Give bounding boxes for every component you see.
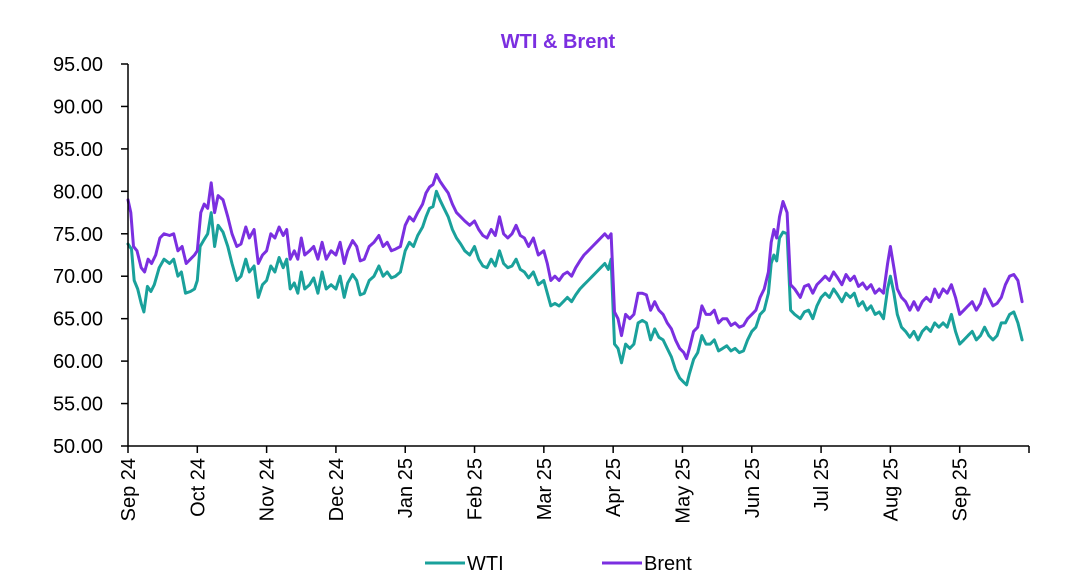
axes (127, 64, 1029, 447)
x-tick-label: Nov 24 (257, 458, 279, 521)
series-layer (126, 172, 1024, 387)
y-tick-label: 85.00 (53, 139, 103, 161)
y-tick-label: 65.00 (53, 309, 103, 331)
y-tick-label: 55.00 (53, 394, 103, 416)
x-tick-label: Aug 25 (880, 458, 902, 521)
series-line-wti (126, 189, 1024, 387)
y-tick-label: 60.00 (53, 351, 103, 373)
legend-label: WTI (467, 553, 504, 575)
legend-label: Brent (644, 553, 692, 575)
x-tick-label: Jan 25 (395, 458, 417, 518)
y-tick-label: 50.00 (53, 436, 103, 458)
series-line-brent (126, 172, 1024, 361)
x-tick-label: Dec 24 (326, 458, 348, 521)
x-tick-label: Jun 25 (742, 458, 764, 518)
chart-title: WTI & Brent (501, 31, 616, 53)
x-tick-label: May 25 (672, 458, 694, 524)
y-tick-label: 70.00 (53, 266, 103, 288)
x-axis-ticks: Sep 24 Oct 24 Nov 24 Dec 24 Jan 25 Feb 25 Mar … (118, 446, 1030, 524)
x-tick-label: Mar 25 (534, 458, 556, 520)
legend-item-brent: Brent (602, 553, 692, 575)
y-tick-label: 95.00 (53, 54, 103, 76)
x-tick-label: Jul 25 (811, 458, 833, 511)
x-tick-label: Oct 24 (187, 458, 209, 517)
x-tick-label: Feb 25 (465, 458, 487, 520)
x-tick-label: Sep 25 (950, 458, 972, 521)
legend-item-wti: WTI (425, 553, 504, 575)
x-tick-label: Apr 25 (603, 458, 625, 517)
legend: WTI Brent (425, 553, 692, 575)
y-tick-label: 80.00 (53, 181, 103, 203)
y-tick-label: 90.00 (53, 96, 103, 118)
x-tick-label: Sep 24 (118, 458, 140, 521)
y-axis-ticks: 95.00 90.00 85.00 80.00 75.00 70.00 65.00 60.00… (53, 54, 128, 458)
y-tick-label: 75.00 (53, 224, 103, 246)
